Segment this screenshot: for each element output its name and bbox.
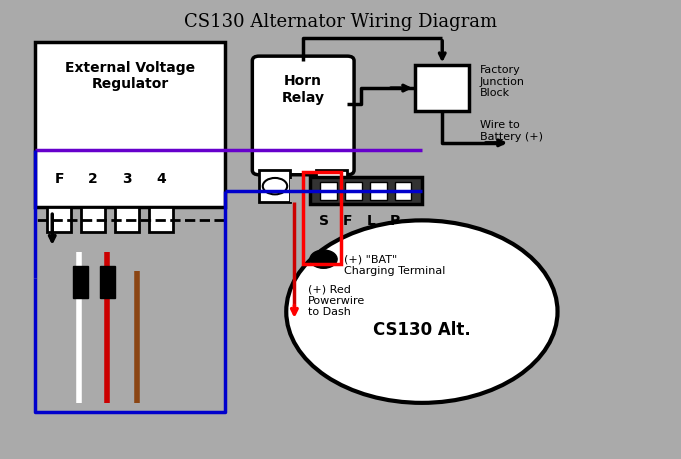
Text: CS130 Alt.: CS130 Alt. [373, 321, 471, 339]
Circle shape [310, 250, 337, 268]
Bar [317, 170, 347, 202]
Bar [259, 170, 290, 202]
Bar [310, 177, 422, 204]
Bar [303, 173, 340, 264]
Bar [345, 182, 362, 200]
Text: 2: 2 [88, 172, 98, 186]
Text: Horn
Relay: Horn Relay [282, 74, 325, 105]
Text: External Voltage
Regulator: External Voltage Regulator [65, 61, 195, 91]
Bar [35, 42, 225, 207]
Text: 4: 4 [156, 172, 165, 186]
Bar [290, 179, 317, 202]
Text: CS130 Alternator Wiring Diagram: CS130 Alternator Wiring Diagram [184, 13, 497, 31]
Text: F: F [343, 213, 352, 228]
Circle shape [286, 220, 558, 403]
Text: 3: 3 [122, 172, 131, 186]
Text: (+) Red
Powerwire
to Dash: (+) Red Powerwire to Dash [308, 284, 365, 318]
Bar [320, 182, 337, 200]
Bar [35, 220, 225, 412]
Bar [81, 207, 105, 232]
FancyBboxPatch shape [253, 56, 354, 175]
Bar [148, 207, 173, 232]
Text: Factory
Junction
Block: Factory Junction Block [479, 65, 524, 99]
Circle shape [319, 178, 344, 194]
Circle shape [263, 178, 287, 194]
Bar [394, 182, 411, 200]
Text: (+) "BAT"
Charging Terminal: (+) "BAT" Charging Terminal [344, 255, 445, 276]
Text: L: L [366, 213, 375, 228]
Bar [370, 182, 387, 200]
Text: Wire to
Battery (+): Wire to Battery (+) [479, 120, 543, 142]
Text: P: P [390, 213, 400, 228]
Bar [415, 65, 469, 111]
Bar [99, 266, 114, 298]
Bar [47, 207, 72, 232]
Bar [73, 266, 88, 298]
Bar [114, 207, 139, 232]
Text: S: S [319, 213, 328, 228]
Text: F: F [54, 172, 64, 186]
